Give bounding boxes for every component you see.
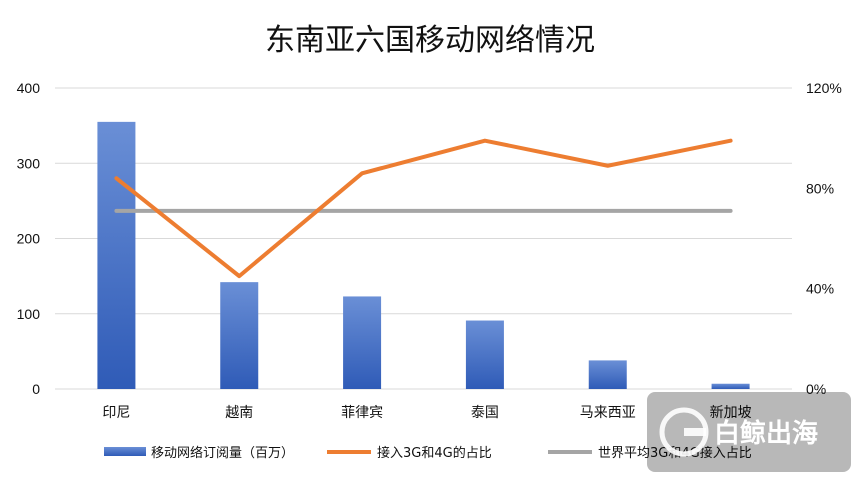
legend-label: 移动网络订阅量（百万） xyxy=(151,445,294,461)
watermark-text: 白鲸出海 xyxy=(714,418,818,449)
watermark: 白鲸出海 xyxy=(647,392,851,472)
y-right-tick-label: 80% xyxy=(806,180,834,196)
y-left-tick-label: 0 xyxy=(32,381,40,397)
line-series xyxy=(114,138,733,279)
category-label: 新加坡 xyxy=(710,405,752,421)
gridlines xyxy=(55,87,792,390)
bar xyxy=(711,383,750,389)
category-label: 马来西亚 xyxy=(580,405,636,421)
category-label: 菲律宾 xyxy=(341,405,383,421)
series-line xyxy=(114,138,733,279)
y-right-tick-label: 40% xyxy=(806,281,834,297)
category-label: 泰国 xyxy=(471,405,499,421)
chart-title: 东南亚六国移动网络情况 xyxy=(265,23,595,58)
bar xyxy=(465,320,504,389)
category-label: 印尼 xyxy=(102,405,130,421)
y-right-tick-label: 0% xyxy=(806,381,826,397)
y-right-tick-label: 120% xyxy=(806,80,842,96)
bar xyxy=(97,121,136,390)
category-label: 越南 xyxy=(225,405,253,421)
y-axis-left: 0 100 200 300 400 xyxy=(17,80,41,397)
legend-label: 接入3G和4G的占比 xyxy=(377,445,492,461)
x-axis-categories: 印尼 越南 菲律宾 泰国 马来西亚 新加坡 xyxy=(102,405,751,421)
y-left-tick-label: 400 xyxy=(17,80,41,96)
bar xyxy=(343,296,382,389)
y-left-tick-label: 200 xyxy=(17,231,41,247)
bar-series xyxy=(97,121,750,390)
y-axis-right: 0% 40% 80% 120% xyxy=(806,80,842,397)
bar xyxy=(220,282,259,389)
y-left-tick-label: 100 xyxy=(17,306,41,322)
legend-swatch-bar xyxy=(104,447,146,456)
bar xyxy=(588,360,627,389)
watermark-logo-icon xyxy=(659,407,709,457)
y-left-tick-label: 300 xyxy=(17,155,41,171)
